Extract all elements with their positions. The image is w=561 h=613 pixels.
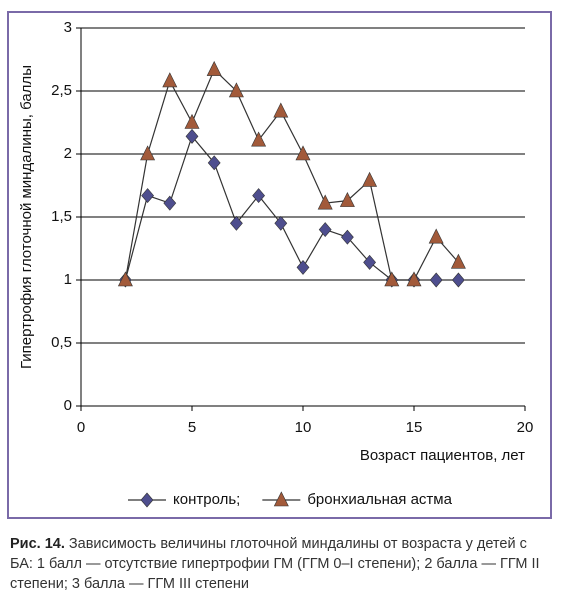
diamond-marker bbox=[230, 215, 243, 231]
y-tick-label: 3 bbox=[64, 19, 72, 36]
diamond-marker bbox=[185, 128, 199, 144]
diamond-marker bbox=[363, 254, 376, 270]
x-tick-label: 20 bbox=[517, 419, 534, 436]
triangle-marker bbox=[295, 145, 311, 161]
x-tick-label: 5 bbox=[188, 419, 196, 436]
diamond-marker bbox=[296, 259, 310, 275]
triangle-marker bbox=[450, 253, 466, 269]
triangle-marker bbox=[406, 271, 422, 287]
triangle-marker bbox=[273, 491, 289, 507]
chart-frame bbox=[7, 11, 552, 519]
triangle-marker bbox=[273, 102, 289, 118]
chart: Гипертрофия глоточной миндалины, баллы В… bbox=[7, 11, 552, 519]
series-line bbox=[124, 135, 459, 281]
x-axis-label: Возраст пациентов, лет bbox=[360, 447, 525, 464]
x-tick-label: 0 bbox=[77, 419, 85, 436]
x-tick-label: 10 bbox=[295, 419, 312, 436]
triangle-marker bbox=[339, 191, 355, 207]
triangle-marker bbox=[228, 82, 244, 98]
triangle-marker bbox=[162, 72, 178, 88]
caption-label: Рис. 14. bbox=[10, 536, 65, 552]
legend-label: бронхиальная астма bbox=[307, 491, 452, 508]
diamond-marker bbox=[429, 272, 443, 288]
triangle-marker bbox=[362, 171, 378, 187]
diamond-marker bbox=[274, 215, 288, 231]
triangle-marker bbox=[184, 113, 200, 129]
triangle-marker bbox=[140, 145, 156, 161]
diamond-marker bbox=[252, 188, 265, 204]
y-axis-label: Гипертрофия глоточной миндалины, баллы bbox=[18, 65, 35, 369]
x-tick-label: 15 bbox=[406, 419, 423, 436]
triangle-marker bbox=[206, 60, 222, 76]
diamond-marker bbox=[452, 272, 465, 288]
y-tick-label: 1,5 bbox=[51, 208, 72, 225]
diamond-marker bbox=[163, 195, 177, 211]
y-tick-label: 1 bbox=[64, 271, 72, 288]
diamond-marker bbox=[341, 229, 354, 245]
triangle-marker bbox=[428, 228, 444, 244]
legend-label: контроль; bbox=[173, 491, 240, 508]
diamond-marker bbox=[140, 492, 154, 508]
diamond-marker bbox=[207, 155, 221, 171]
caption: Рис. 14. Зависимость величины глоточной … bbox=[10, 534, 550, 594]
y-tick-label: 2,5 bbox=[51, 82, 72, 99]
triangle-marker bbox=[384, 271, 400, 287]
triangle-marker bbox=[317, 194, 333, 210]
series-line bbox=[124, 68, 459, 281]
caption-text: Зависимость величины глоточной миндалины… bbox=[10, 536, 540, 592]
y-tick-label: 2 bbox=[64, 145, 72, 162]
triangle-marker bbox=[251, 131, 267, 147]
diamond-marker bbox=[318, 222, 332, 238]
triangle-marker bbox=[117, 271, 133, 287]
y-tick-label: 0 bbox=[64, 397, 72, 414]
y-tick-label: 0,5 bbox=[51, 334, 72, 351]
diamond-marker bbox=[141, 188, 154, 204]
